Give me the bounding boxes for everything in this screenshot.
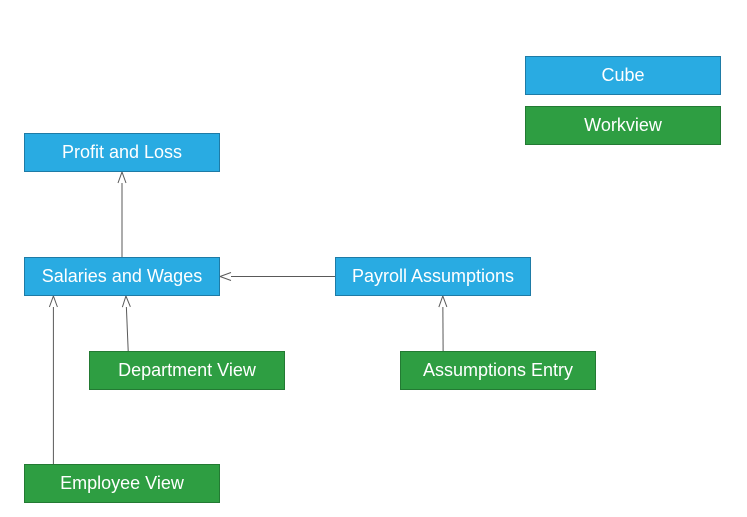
node-label: Cube [601,65,644,86]
node-employee-view: Employee View [24,464,220,503]
node-salaries-and-wages: Salaries and Wages [24,257,220,296]
node-payroll-assumptions: Payroll Assumptions [335,257,531,296]
node-profit-and-loss: Profit and Loss [24,133,220,172]
node-label: Profit and Loss [62,142,182,163]
node-department-view: Department View [89,351,285,390]
node-label: Assumptions Entry [423,360,573,381]
node-assumptions-entry: Assumptions Entry [400,351,596,390]
node-label: Workview [584,115,662,136]
legend-cube: Cube [525,56,721,95]
node-label: Department View [118,360,256,381]
legend-workview: Workview [525,106,721,145]
node-label: Employee View [60,473,184,494]
node-label: Salaries and Wages [42,266,202,287]
node-label: Payroll Assumptions [352,266,514,287]
